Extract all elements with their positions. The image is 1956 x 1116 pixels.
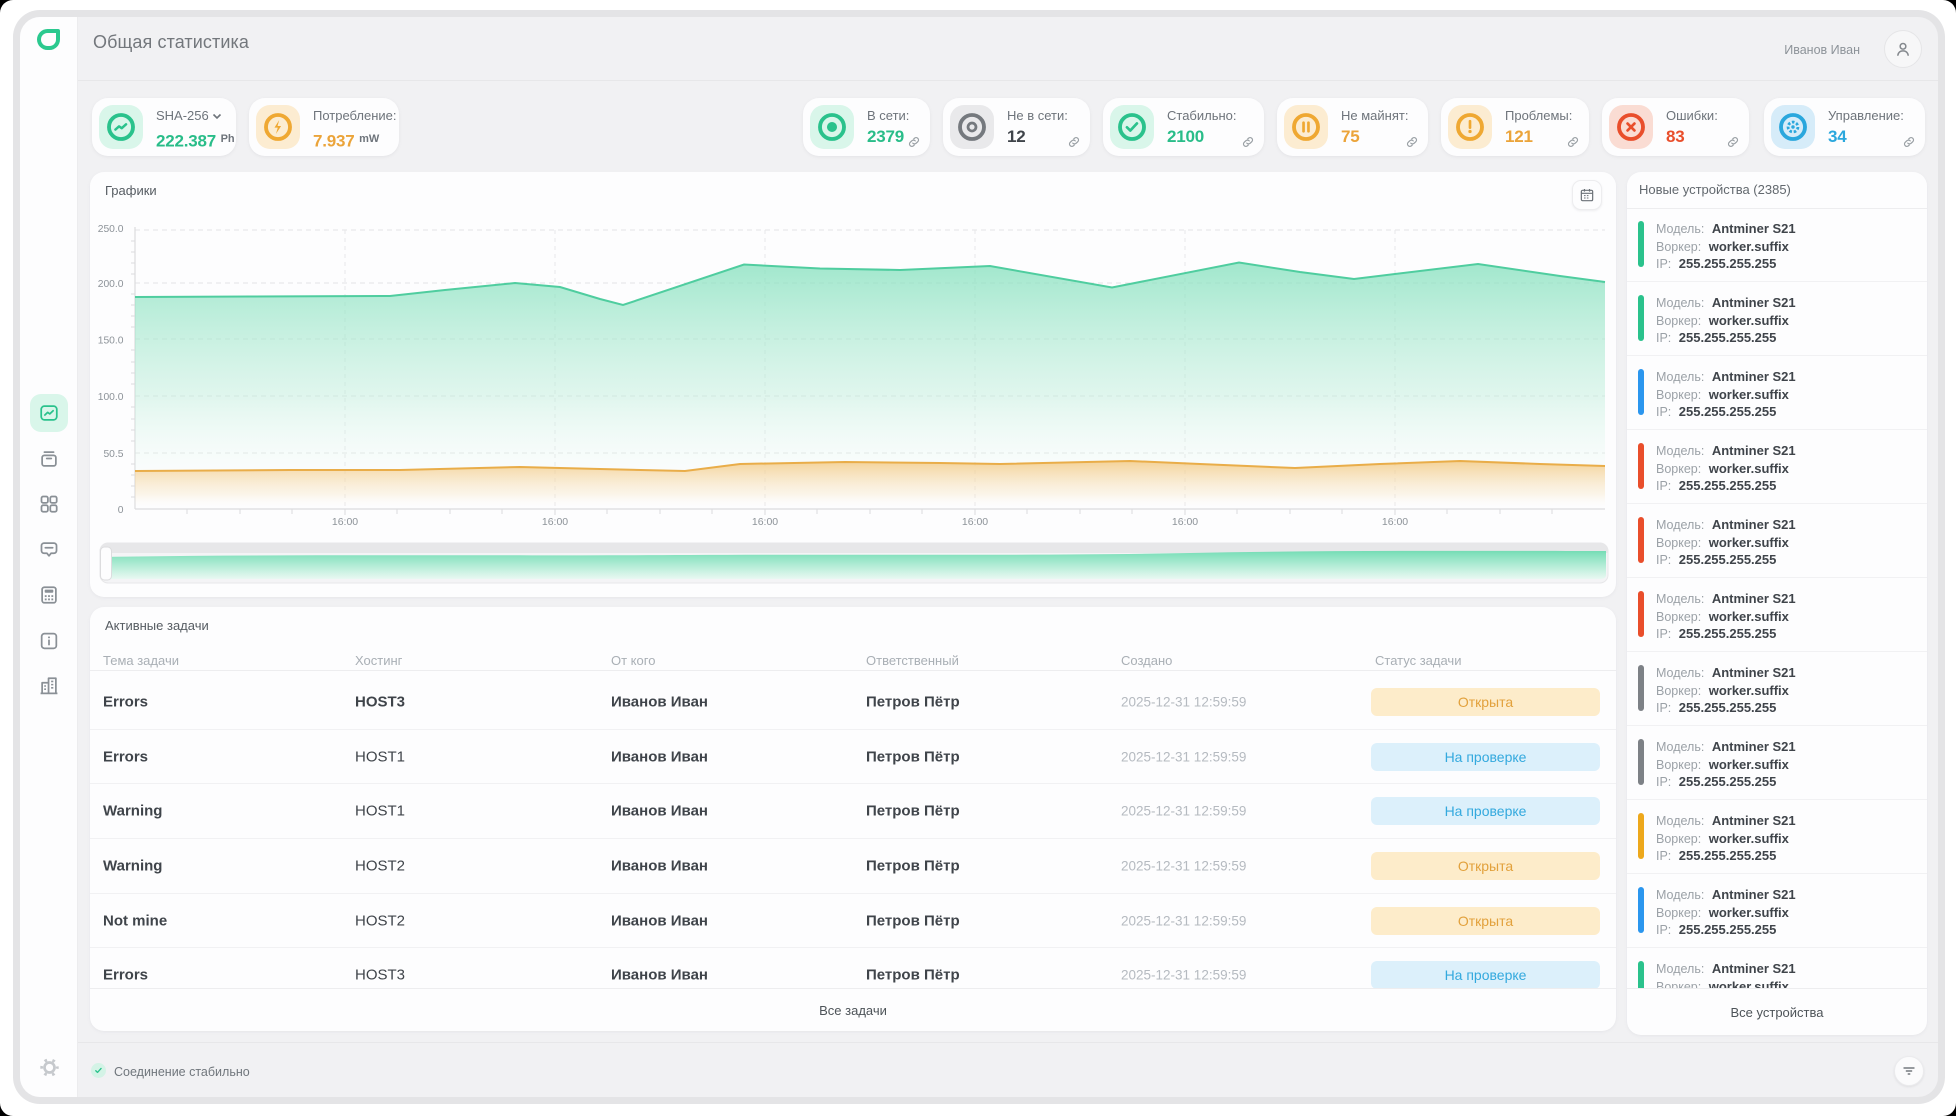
svg-text:16:00: 16:00 — [1382, 516, 1408, 528]
svg-text:0: 0 — [118, 505, 124, 516]
svg-text:16:00: 16:00 — [962, 516, 988, 528]
svg-text:250.0: 250.0 — [98, 224, 124, 235]
svg-text:16:00: 16:00 — [752, 516, 778, 528]
svg-text:16:00: 16:00 — [542, 516, 568, 528]
svg-text:16:00: 16:00 — [1172, 516, 1198, 528]
svg-text:16:00: 16:00 — [332, 516, 358, 528]
svg-text:150.0: 150.0 — [98, 336, 124, 347]
svg-text:200.0: 200.0 — [98, 279, 124, 290]
svg-text:50.5: 50.5 — [103, 449, 123, 460]
svg-text:100.0: 100.0 — [98, 392, 124, 403]
